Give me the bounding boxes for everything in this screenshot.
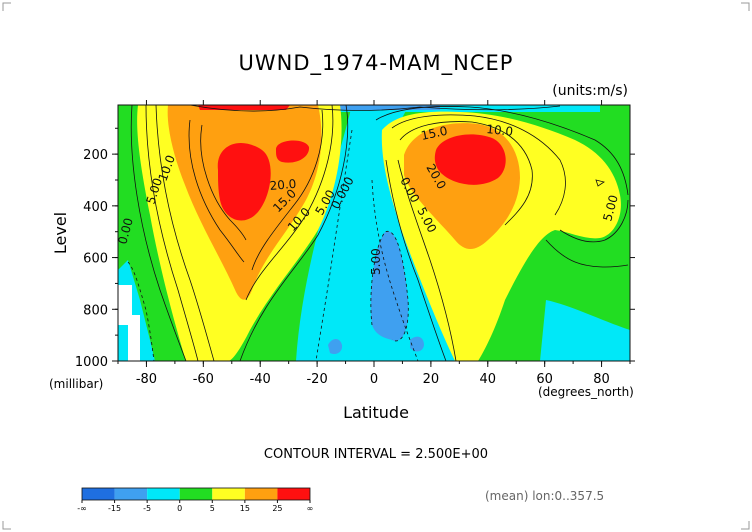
colorbar-label: -5 bbox=[143, 504, 151, 513]
surface-minus5-blob-2 bbox=[410, 336, 424, 352]
colorbar-label: ∞ bbox=[307, 504, 314, 513]
x-tick-label: 80 bbox=[593, 372, 610, 387]
colorbar-swatch bbox=[179, 488, 213, 500]
contour-label: 15.0 bbox=[420, 124, 449, 143]
y-axis-title: Level bbox=[51, 212, 70, 254]
colorbar-label: -15 bbox=[108, 504, 121, 513]
units-label: (units:m/s) bbox=[552, 83, 628, 99]
x-tick-label: 0 bbox=[370, 372, 378, 387]
contour-label: 5.00 bbox=[600, 193, 620, 222]
tropical-negative-region bbox=[296, 105, 470, 361]
colorbar-label: 15 bbox=[240, 504, 250, 513]
contour-labels: 10.0 5.00 0.00 20.0 15.0 10.0 5.00 0.000… bbox=[115, 122, 620, 275]
x-axis-ticks: -80 -60 -40 -20 0 20 40 60 80 bbox=[117, 100, 631, 387]
y-tick-label: 400 bbox=[83, 200, 108, 215]
colorbar: -∞ -15 -5 0 5 15 25 ∞ bbox=[77, 487, 314, 513]
colorbar-swatch bbox=[212, 488, 245, 500]
colorbar-swatch bbox=[114, 488, 148, 500]
x-tick-label: -20 bbox=[306, 372, 327, 387]
northern-negative-region bbox=[540, 300, 630, 361]
y-units-label: (millibar) bbox=[49, 377, 103, 391]
colorbar-frame bbox=[81, 487, 311, 501]
contour-lines bbox=[127, 105, 629, 361]
colorbar-swatch bbox=[82, 488, 115, 500]
y-tick-label: 600 bbox=[83, 252, 108, 267]
x-tick-label: 20 bbox=[423, 372, 440, 387]
chart-title: UWND_1974-MAM_NCEP bbox=[239, 51, 514, 76]
colorbar-label: -∞ bbox=[77, 504, 87, 513]
southern-upper-25 bbox=[198, 105, 290, 110]
colorbar-swatch bbox=[244, 488, 278, 500]
x-tick-label: 60 bbox=[536, 372, 553, 387]
x-tick-label: -60 bbox=[193, 372, 214, 387]
contour-label: 20.0 bbox=[269, 177, 297, 193]
contour-interval-note: CONTOUR INTERVAL = 2.500E+00 bbox=[264, 447, 488, 462]
contour-label: 5.00 bbox=[369, 248, 383, 275]
x-units-label: (degrees_north) bbox=[538, 385, 634, 399]
footer-note: (mean) lon:0..357.5 bbox=[485, 489, 604, 503]
y-tick-label: 1000 bbox=[75, 355, 108, 370]
tropical-minus5-region bbox=[370, 231, 409, 341]
x-tick-label: -40 bbox=[250, 372, 271, 387]
missing-data-mask-2 bbox=[128, 315, 140, 361]
filled-contours bbox=[118, 105, 630, 361]
southern-jet-25 bbox=[217, 142, 271, 221]
x-axis-title: Latitude bbox=[343, 403, 409, 422]
x-tick-label: -80 bbox=[136, 372, 157, 387]
contour-label: 10.0 bbox=[486, 122, 514, 139]
colorbar-swatch bbox=[147, 488, 180, 500]
surface-minus5-blob bbox=[328, 339, 343, 355]
colorbar-label: 25 bbox=[272, 504, 282, 513]
colorbar-swatch bbox=[277, 488, 310, 500]
contour-label: 0.00 bbox=[115, 216, 135, 245]
x-tick-label: 40 bbox=[480, 372, 497, 387]
y-tick-label: 800 bbox=[83, 303, 108, 318]
y-axis-ticks: 200 400 600 800 1000 bbox=[75, 127, 635, 370]
southern-jet-25b bbox=[275, 140, 310, 163]
colorbar-label: 0 bbox=[177, 504, 182, 513]
y-tick-label: 200 bbox=[83, 148, 108, 163]
northern-jet-25 bbox=[434, 134, 506, 185]
colorbar-label: 5 bbox=[210, 504, 215, 513]
